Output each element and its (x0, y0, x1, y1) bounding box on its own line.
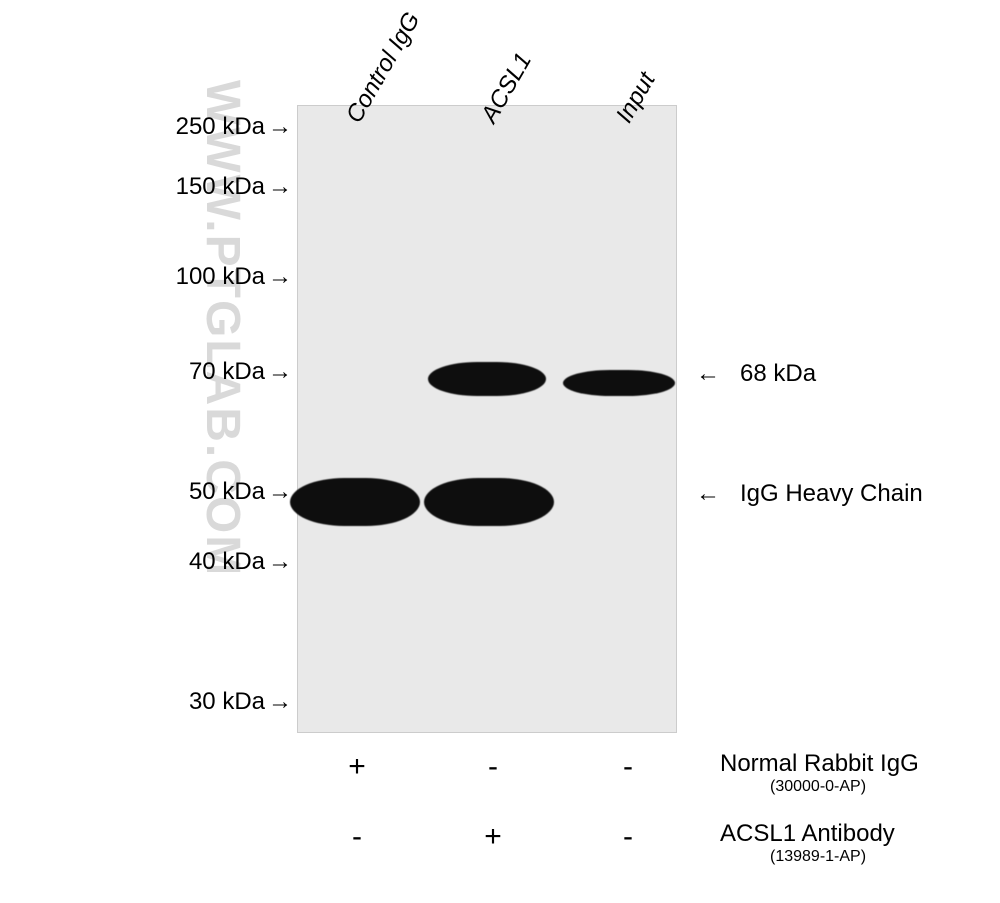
band-control-igg-hc (290, 478, 420, 526)
blot-membrane (297, 105, 677, 733)
arrow-left-icon (696, 360, 720, 388)
arrow-right-icon (268, 263, 292, 291)
arrow-left-icon (696, 480, 720, 508)
antibody-catalog: (30000-0-AP) (770, 778, 866, 796)
mw-label: 150 kDa (130, 173, 265, 201)
arrow-right-icon (268, 478, 292, 506)
band-label-text: 68 kDa (740, 360, 816, 388)
mw-label: 50 kDa (130, 478, 265, 506)
mw-label: 30 kDa (130, 688, 265, 716)
arrow-right-icon (268, 173, 292, 201)
figure-root: WWW.PTGLAB.COM Control IgG ACSL1 Input 2… (0, 0, 1000, 903)
pm-cell: + (342, 750, 372, 784)
pm-cell: - (478, 750, 508, 784)
mw-label: 70 kDa (130, 358, 265, 386)
pm-cell: - (613, 820, 643, 854)
mw-label: 100 kDa (130, 263, 265, 291)
pm-cell: - (613, 750, 643, 784)
arrow-right-icon (268, 688, 292, 716)
band-acsl1-68kda (428, 362, 546, 396)
antibody-catalog: (13989-1-AP) (770, 848, 866, 866)
band-acsl1-igg-hc (424, 478, 554, 526)
arrow-right-icon (268, 358, 292, 386)
arrow-right-icon (268, 113, 292, 141)
mw-label: 40 kDa (130, 548, 265, 576)
antibody-label: ACSL1 Antibody (720, 820, 895, 848)
pm-cell: + (478, 820, 508, 854)
band-label-text: IgG Heavy Chain (740, 480, 923, 508)
mw-label: 250 kDa (130, 113, 265, 141)
pm-cell: - (342, 820, 372, 854)
arrow-right-icon (268, 548, 292, 576)
band-input-68kda (563, 370, 675, 396)
antibody-label: Normal Rabbit IgG (720, 750, 919, 778)
